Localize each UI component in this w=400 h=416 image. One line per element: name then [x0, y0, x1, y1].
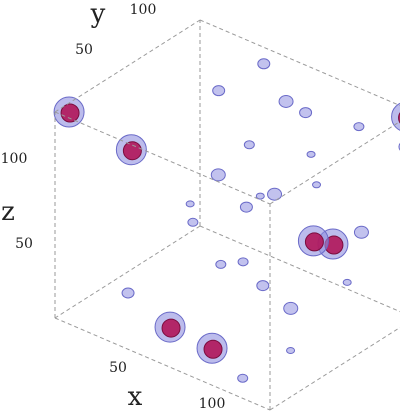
z-axis: 50 100 z: [1, 151, 33, 252]
inner-isosurface: [304, 232, 324, 252]
x-tick-label: 50: [109, 360, 127, 376]
low-density-blob: [239, 201, 253, 213]
low-density-blob: [256, 280, 270, 292]
low-density-blob: [342, 278, 352, 286]
low-density-blob: [185, 200, 195, 208]
z-tick-label: 50: [15, 236, 33, 252]
inner-isosurface: [203, 339, 223, 359]
low-density-blob: [283, 301, 299, 315]
low-density-blob: [278, 94, 294, 108]
box-edge: [54, 225, 201, 319]
inner-isosurface: [161, 318, 181, 338]
y-tick-label: 50: [75, 42, 93, 58]
low-density-blob: [255, 192, 265, 200]
z-axis-title: z: [1, 197, 15, 227]
x-axis-title: x: [128, 382, 143, 412]
y-axis: 50 100 y: [75, 0, 156, 58]
box-edge: [269, 326, 400, 411]
x-axis: 50 100 x: [109, 360, 225, 412]
low-density-blob: [237, 257, 249, 267]
low-density-surfaces: [121, 58, 400, 383]
low-density-blob: [257, 58, 271, 70]
low-density-blob: [237, 373, 249, 383]
inner-isosurface: [122, 141, 142, 161]
low-density-blob: [312, 181, 322, 189]
box-edge: [54, 19, 201, 113]
low-density-blob: [267, 187, 283, 201]
bounding-box-back-edges: [54, 20, 400, 319]
z-tick-label: 100: [1, 151, 28, 167]
low-density-blob: [210, 168, 226, 182]
high-density-surfaces: [53, 96, 400, 364]
y-axis-title: y: [90, 0, 106, 29]
low-density-blob: [353, 122, 365, 132]
low-density-blob: [187, 217, 199, 227]
box-edge: [199, 225, 400, 313]
low-density-blob: [306, 150, 316, 158]
outer-isosurface: [391, 102, 400, 131]
x-tick-label: 100: [199, 396, 226, 412]
y-tick-label: 100: [130, 2, 157, 18]
low-density-blob: [121, 287, 135, 299]
low-density-blob: [353, 225, 369, 239]
box-edge: [269, 120, 400, 205]
low-density-blob: [299, 107, 313, 119]
box-edge: [199, 19, 400, 107]
low-density-blob: [212, 85, 226, 97]
low-density-blob: [243, 140, 255, 150]
box-edge: [54, 111, 271, 205]
box-edge: [54, 317, 271, 411]
low-density-blob: [215, 259, 227, 269]
low-density-blob: [286, 347, 296, 354]
bounding-box-front-edges: [54, 19, 400, 411]
inner-isosurface: [60, 103, 80, 123]
